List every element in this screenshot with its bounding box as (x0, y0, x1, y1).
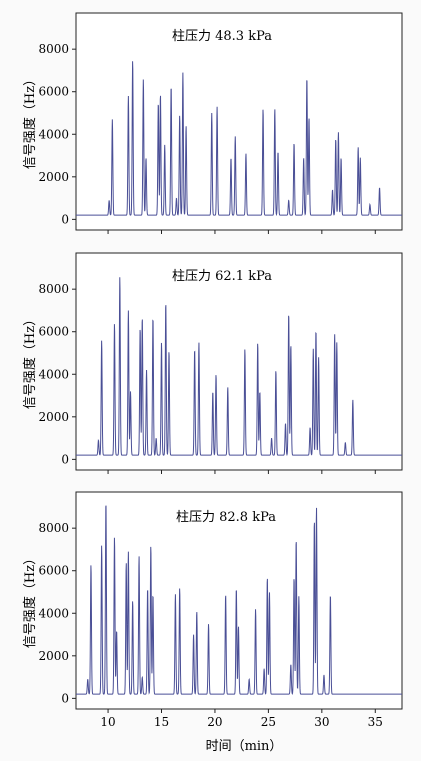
y-tick-label: 6000 (38, 85, 69, 99)
y-tick-label: 2000 (38, 410, 69, 424)
chart-panel-3: 0 2000 4000 6000 8000 10 15 20 25 30 35 柱压力 82.8 … (22, 491, 403, 754)
panel-frame (75, 252, 403, 471)
y-axis-label: 信号强度（Hz） (22, 552, 38, 648)
x-tick-label: 10 (100, 715, 115, 729)
y-tick-label: 4000 (38, 127, 69, 141)
y-tick-label: 8000 (38, 42, 69, 56)
panel-annotation: 柱压力 62.1 kPa (172, 269, 272, 284)
y-tick-label: 6000 (38, 564, 69, 578)
chromatogram-trace-2 (76, 277, 402, 457)
chromatogram-trace-3 (76, 505, 402, 696)
y-tick-label: 2000 (38, 649, 69, 663)
y-axis-ticks: 0 2000 4000 6000 8000 (38, 42, 76, 226)
x-tick-label: 35 (368, 715, 383, 729)
chart-panel-1: 0 2000 4000 6000 8000 柱压力 48.3 kPa 信号强度（Hz） (22, 12, 403, 234)
chart-panel-2: 0 2000 4000 6000 8000 柱压力 62.1 kPa 信号强度（Hz） (22, 252, 403, 474)
y-tick-label: 8000 (38, 521, 69, 535)
y-tick-label: 0 (61, 212, 69, 226)
x-tick-label: 30 (314, 715, 329, 729)
x-tick-label: 25 (261, 715, 276, 729)
x-axis-label: 时间（min） (206, 739, 283, 754)
panel-frame (75, 12, 403, 231)
y-tick-label: 8000 (38, 282, 69, 296)
y-tick-label: 4000 (38, 606, 69, 620)
y-tick-label: 2000 (38, 170, 69, 184)
y-axis-label: 信号强度（Hz） (22, 73, 38, 169)
y-axis-ticks: 0 2000 4000 6000 8000 (38, 521, 76, 705)
x-axis-ticks: 10 15 20 25 30 35 (100, 709, 383, 729)
x-axis-ticks (107, 230, 376, 234)
panel-annotation: 柱压力 82.8 kPa (176, 510, 276, 525)
x-axis-ticks (107, 470, 376, 474)
x-tick-label: 15 (154, 715, 169, 729)
y-axis-ticks: 0 2000 4000 6000 8000 (38, 282, 76, 466)
panel-annotation: 柱压力 48.3 kPa (172, 29, 272, 44)
y-tick-label: 6000 (38, 325, 69, 339)
x-tick-label: 20 (207, 715, 222, 729)
y-tick-label: 0 (61, 691, 69, 705)
y-tick-label: 4000 (38, 367, 69, 381)
chromatogram-trace-1 (76, 61, 402, 217)
y-axis-label: 信号强度（Hz） (22, 313, 38, 409)
y-tick-label: 0 (61, 452, 69, 466)
